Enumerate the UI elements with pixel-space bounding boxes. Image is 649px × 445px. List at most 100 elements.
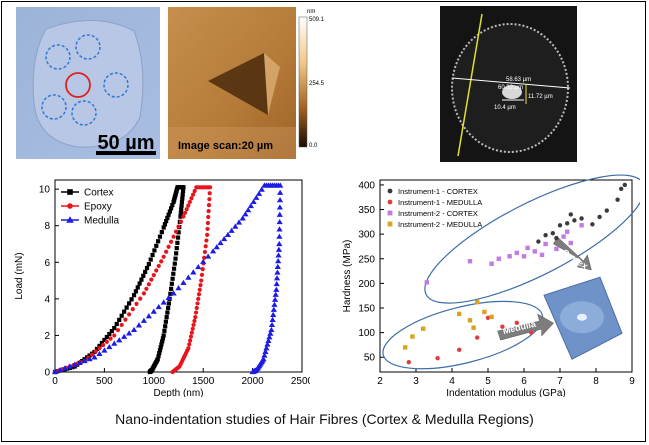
- data-point: [143, 269, 148, 274]
- data-point: [276, 197, 284, 203]
- series-medulla: [51, 182, 284, 375]
- y-tick-label: 50: [364, 353, 376, 364]
- data-point: [187, 199, 192, 205]
- data-point: [204, 238, 209, 243]
- data-point: [193, 310, 199, 315]
- colorbar-tick: 509.1: [309, 17, 325, 23]
- afm-scan-label: Image scan:20 µm: [178, 140, 273, 152]
- data-point: [123, 317, 128, 322]
- series-instrument-2-medulla: [403, 299, 494, 350]
- data-point: [194, 305, 199, 311]
- data-point: [269, 316, 276, 322]
- x-tick-label: 1000: [143, 376, 166, 387]
- data-point: [150, 308, 157, 314]
- data-point: [496, 256, 501, 261]
- data-point: [173, 229, 179, 234]
- data-point: [179, 203, 184, 208]
- data-point: [232, 223, 239, 229]
- data-point: [66, 363, 73, 369]
- data-point: [235, 219, 243, 225]
- data-point: [255, 190, 263, 196]
- y-tick-label: 100: [358, 328, 375, 339]
- data-point: [117, 317, 122, 322]
- x-tick-label: 1500: [192, 376, 215, 387]
- data-point: [198, 283, 203, 288]
- data-point: [170, 290, 177, 296]
- data-point: [174, 251, 179, 256]
- region-circle: [41, 94, 67, 120]
- y-tick-label: 150: [358, 304, 375, 315]
- data-point: [421, 326, 426, 331]
- data-point: [471, 325, 476, 330]
- data-point: [217, 239, 224, 246]
- legend-label: Medulla: [84, 216, 119, 227]
- data-point: [467, 318, 473, 323]
- data-point: [435, 356, 440, 361]
- data-point: [166, 244, 171, 249]
- data-point: [86, 356, 93, 362]
- data-point: [424, 280, 429, 285]
- data-point: [275, 252, 282, 258]
- data-point: [159, 259, 164, 264]
- data-point: [138, 296, 143, 301]
- y-tick-label: 400: [358, 180, 375, 191]
- data-point: [276, 211, 283, 217]
- data-point: [159, 230, 164, 235]
- legend-label: Epoxy: [84, 202, 112, 213]
- data-point: [158, 345, 163, 350]
- micrograph-image: 50 µm: [16, 7, 160, 159]
- data-point: [270, 311, 277, 317]
- data-point: [247, 202, 254, 209]
- data-point: [258, 186, 265, 192]
- legend-marker: [66, 216, 74, 223]
- data-point: [89, 352, 95, 357]
- inset-fibre-image: [543, 276, 623, 360]
- legend-marker: [67, 203, 73, 209]
- data-point: [190, 326, 195, 331]
- data-point: [196, 292, 202, 297]
- data-point: [135, 285, 140, 290]
- data-point: [135, 322, 143, 328]
- data-point: [245, 207, 252, 213]
- y-tick-label: 200: [358, 279, 375, 290]
- data-point: [193, 315, 198, 320]
- data-point: [171, 234, 176, 239]
- data-point: [154, 243, 159, 248]
- legend-label: Instrument-2 - CORTEX: [398, 209, 478, 218]
- indent-mark: [208, 53, 268, 115]
- data-point: [148, 257, 153, 262]
- data-point: [271, 296, 279, 302]
- data-point: [154, 268, 159, 273]
- data-point: [180, 196, 185, 201]
- data-point: [171, 271, 176, 276]
- data-point: [166, 305, 171, 311]
- series-instrument-1-medulla: [406, 315, 534, 365]
- data-point: [96, 350, 103, 357]
- data-point: [122, 309, 127, 314]
- x-axis-label: Depth (nm): [153, 388, 203, 397]
- figure-caption: Nano-indentation studies of Hair Fibres …: [115, 411, 534, 427]
- data-point: [485, 315, 491, 321]
- legend-marker: [387, 221, 393, 227]
- data-point: [249, 368, 256, 375]
- x-tick-label: 9: [629, 376, 635, 387]
- data-point: [179, 199, 185, 205]
- data-point: [141, 291, 147, 296]
- data-point: [197, 287, 202, 292]
- data-point: [202, 249, 208, 255]
- data-point: [157, 234, 163, 239]
- inset-medulla-spot: [577, 313, 587, 321]
- region-circle: [45, 44, 71, 70]
- data-point: [275, 246, 283, 252]
- data-point: [147, 369, 152, 375]
- data-point: [557, 223, 563, 228]
- data-point: [134, 301, 139, 306]
- data-point: [221, 235, 228, 242]
- data-point: [622, 182, 627, 188]
- micrograph-panel: 50 µm: [16, 7, 160, 159]
- data-point: [164, 219, 169, 224]
- legend-label: Cortex: [84, 188, 113, 199]
- data-point: [139, 277, 144, 282]
- data-point: [115, 328, 121, 333]
- data-point: [160, 336, 166, 341]
